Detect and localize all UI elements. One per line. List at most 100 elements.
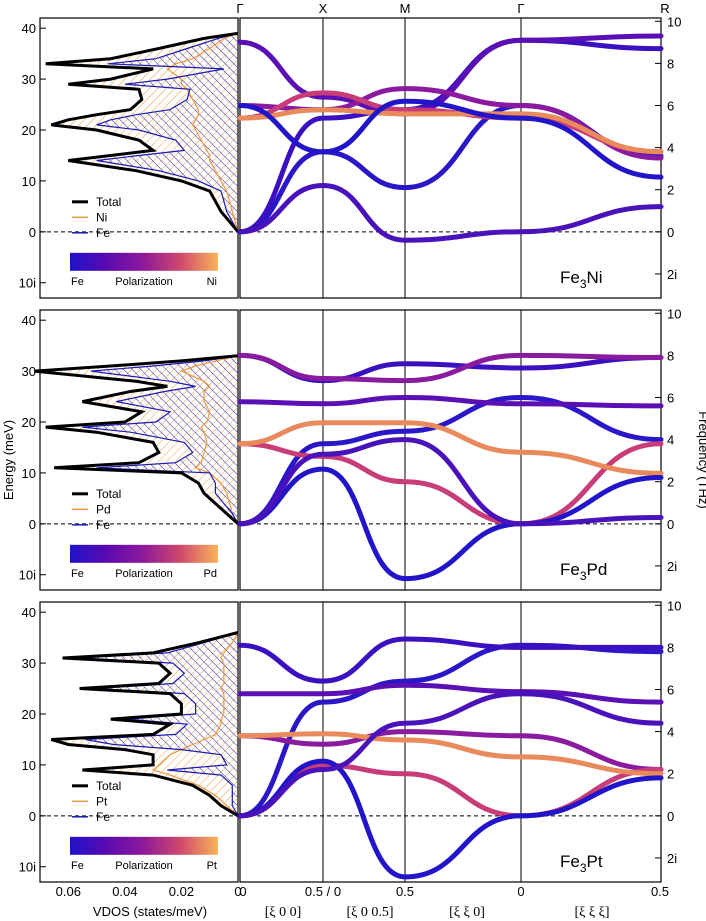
frequency-tick-label: 0 <box>667 809 674 824</box>
energy-tick-label: 20 <box>22 415 36 430</box>
path-tick-label: 0 <box>517 884 524 899</box>
vdos-tick-label: 0 <box>234 884 241 899</box>
frequency-tick-label: 6 <box>667 98 674 113</box>
energy-tick-label: 10 <box>22 174 36 189</box>
frequency-tick-label: 0 <box>667 225 674 240</box>
colorbar-title: Polarization <box>115 276 172 288</box>
phonon-branch <box>237 691 664 819</box>
colorbar-left-label: Fe <box>71 276 84 288</box>
colorbar-right-label: Pt <box>207 860 217 872</box>
frequency-tick-label: 0 <box>667 517 674 532</box>
phonon-branch <box>237 682 664 705</box>
legend-entry: Fe <box>96 518 110 532</box>
phonon-branch <box>237 352 664 384</box>
frequency-tick-label: 10 <box>667 598 681 613</box>
legend-entry: Fe <box>96 810 110 824</box>
vdos-sub-line <box>166 32 239 232</box>
frequency-tick-label: 2 <box>667 183 674 198</box>
vdos-tick-label: 0.04 <box>112 884 137 899</box>
colorbar-left-label: Fe <box>71 860 84 872</box>
vdos-sub-line <box>151 632 239 817</box>
legend-entry: Pt <box>96 794 108 808</box>
frequency-tick-label: 8 <box>667 56 674 71</box>
vdos-fe-line <box>82 355 239 525</box>
legend-entry: Ni <box>96 210 107 224</box>
energy-tick-label: 30 <box>22 72 36 87</box>
material-label: Fe3Pd <box>560 560 607 583</box>
phonon-branch <box>237 731 664 777</box>
phonon-branch <box>237 394 664 409</box>
energy-tick-label: 0 <box>29 225 36 240</box>
phonon-branch <box>237 437 664 527</box>
energy-tick-label: 20 <box>22 707 36 722</box>
legend-entry: Total <box>96 487 121 501</box>
path-tick-label: 0.5 <box>651 884 669 899</box>
path-direction-label: [ξ 0 0] <box>265 905 302 920</box>
frequency-tick-label: 10 <box>667 306 681 321</box>
frequency-tick-label: 6 <box>667 390 674 405</box>
polarization-colorbar <box>70 252 218 271</box>
colorbar-right-label: Ni <box>207 276 217 288</box>
path-tick-label: 0.5 / 0 <box>305 884 341 899</box>
frequency-tick-label: 2i <box>667 559 677 574</box>
frequency-tick-label: 4 <box>667 433 674 448</box>
dispersion-frame <box>239 601 662 883</box>
high-symmetry-label: Γ <box>236 1 243 16</box>
vdos-sub-line <box>179 355 239 525</box>
dispersion-frame <box>239 309 662 591</box>
vdos-total-line <box>34 354 240 525</box>
frequency-tick-label: 10 <box>667 14 681 29</box>
legend-entry: Fe <box>96 226 110 240</box>
vdos-fe-line <box>79 631 239 817</box>
phonon-branch <box>237 107 664 155</box>
phonon-branch <box>237 466 664 582</box>
frequency-tick-label: 8 <box>667 348 674 363</box>
vdos-tick-label: 0.06 <box>56 884 81 899</box>
high-symmetry-label: X <box>319 1 328 16</box>
material-label: Fe3Ni <box>560 268 603 291</box>
frequency-tick-label: 2i <box>667 851 677 866</box>
phonon-branch <box>237 394 664 527</box>
colorbar-title: Polarization <box>115 860 172 872</box>
frequency-tick-label: 2 <box>667 475 674 490</box>
energy-tick-label: 40 <box>22 313 36 328</box>
vdos-fe-line <box>96 32 239 233</box>
phonon-branch <box>237 182 664 243</box>
path-tick-label: 0 <box>239 884 246 899</box>
energy-tick-label: 30 <box>22 364 36 379</box>
phonon-branch <box>237 441 664 527</box>
vdos-axis-label: VDOS (states/meV) <box>93 904 207 919</box>
path-direction-label: [ξ ξ ξ] <box>574 905 609 920</box>
vdos-fe-fill <box>79 632 238 816</box>
high-symmetry-label: R <box>660 1 669 16</box>
vdos-total-line <box>45 31 240 233</box>
energy-tick-label: 10 <box>22 466 36 481</box>
legend-entry: Total <box>96 779 121 793</box>
frequency-tick-label: 2i <box>667 267 677 282</box>
high-symmetry-label: M <box>400 1 411 16</box>
energy-tick-label: 10i <box>19 276 36 291</box>
frequency-tick-label: 2 <box>667 767 674 782</box>
phonon-branch <box>237 729 664 772</box>
colorbar-title: Polarization <box>115 568 172 580</box>
high-symmetry-label: Γ <box>517 1 524 16</box>
energy-tick-label: 30 <box>22 656 36 671</box>
energy-tick-label: 40 <box>22 21 36 36</box>
path-direction-label: [ξ 0 0.5] <box>346 905 393 920</box>
energy-tick-label: 0 <box>29 517 36 532</box>
vdos-total-line <box>50 631 239 818</box>
phonon-branch <box>237 420 664 476</box>
vdos-fe-fill <box>82 355 239 524</box>
path-direction-label: [ξ ξ 0] <box>449 905 485 920</box>
material-label: Fe3Pt <box>560 852 603 875</box>
frequency-tick-label: 4 <box>667 725 674 740</box>
phonon-branch <box>237 758 664 880</box>
frequency-tick-label: 4 <box>667 141 674 156</box>
energy-tick-label: 10i <box>19 568 36 583</box>
frequency-tick-label: 8 <box>667 640 674 655</box>
vdos-tick-label: 0.02 <box>169 884 194 899</box>
